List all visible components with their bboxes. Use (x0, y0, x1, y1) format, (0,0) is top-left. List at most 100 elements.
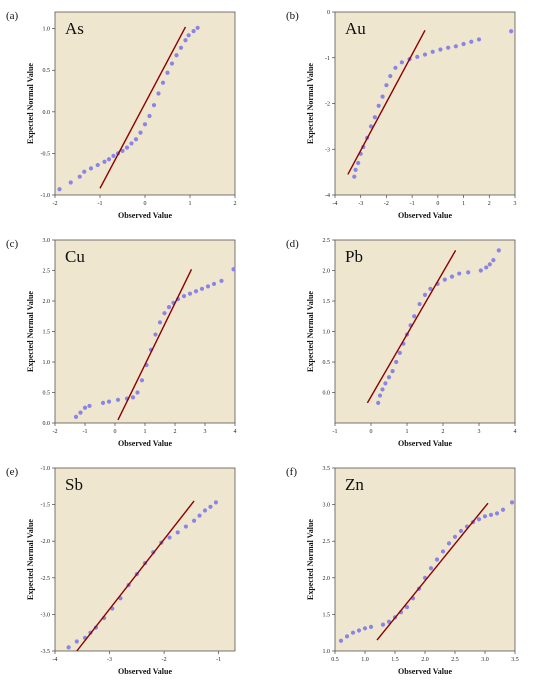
reference-line (366, 250, 457, 404)
y-axis-title: Expected Normal Value (26, 291, 35, 372)
data-point (488, 512, 494, 517)
data-point (449, 274, 455, 279)
y-tick-label: 2.0 (323, 576, 331, 582)
data-point (124, 145, 130, 150)
data-point (482, 514, 488, 519)
x-tick-label: 3 (514, 201, 517, 207)
y-tick-label: 0.0 (43, 110, 51, 116)
data-point (133, 137, 139, 142)
data-point (195, 25, 200, 30)
data-point (87, 403, 92, 409)
data-point (388, 73, 393, 79)
x-tick-label: -4 (333, 201, 338, 207)
x-tick-label: 2 (488, 201, 491, 207)
data-point (88, 166, 94, 171)
data-point (338, 638, 344, 643)
data-point (157, 320, 163, 325)
y-tick-label: 1.0 (43, 27, 51, 33)
data-point (438, 47, 443, 52)
y-tick-label: 1.5 (43, 330, 51, 336)
data-point (386, 619, 392, 624)
y-tick-label: 2.5 (323, 539, 331, 545)
data-point (430, 49, 435, 54)
panel-letter: (d) (286, 238, 299, 250)
y-tick-label: -3 (325, 147, 330, 153)
y-tick-label: 1.5 (323, 299, 331, 305)
data-point (208, 504, 213, 509)
x-axis-title: Observed Value (398, 211, 452, 220)
panel-letter: (a) (6, 10, 19, 22)
data-point (153, 332, 158, 337)
element-label: As (65, 19, 84, 38)
data-point (356, 628, 362, 633)
data-point (111, 153, 116, 159)
y-axis-title: Expected Normal Value (26, 63, 35, 144)
data-point (487, 262, 492, 267)
x-axis-title: Observed Value (398, 439, 452, 448)
y-tick-label: -1 (325, 56, 330, 62)
y-tick-label: 3.0 (43, 238, 51, 244)
chart-svg: -4 -3 -2 -1 -3.5 -3.0 -2.5 -2.0 -1.5 -1.0 Observed… (26, 466, 236, 676)
y-tick-label: -1.0 (41, 466, 51, 472)
data-point (211, 281, 217, 287)
y-tick-label: 1.0 (43, 360, 51, 366)
chart-panel: (c) -2 -1 0 1 2 3 4 0.0 0.5 1.0 1.5 2.0 2.5 3.0 Observe… (0, 228, 270, 453)
x-tick-label: 1 (189, 201, 192, 207)
data-point (219, 278, 224, 283)
data-point (138, 130, 143, 135)
chart-panel: (d) -1 0 1 2 3 4 0.0 0.5 1.0 1.5 2.0 2.5 Observed Val… (280, 228, 550, 453)
y-tick-label: -2.5 (41, 576, 51, 582)
data-point (142, 122, 148, 127)
data-point (476, 517, 482, 522)
x-tick-label: 1 (144, 429, 147, 435)
data-point (151, 103, 157, 108)
panel-letter: (f) (286, 466, 297, 478)
data-point (457, 271, 462, 276)
y-tick-label: -3.0 (41, 612, 51, 618)
data-point (178, 45, 184, 50)
data-point (368, 624, 374, 629)
x-tick-label: -1 (98, 201, 103, 207)
data-point (404, 604, 410, 610)
y-tick-label: 2.0 (323, 269, 331, 275)
x-tick-label: -3 (107, 657, 112, 663)
x-tick-label: -2 (53, 429, 58, 435)
data-point (422, 52, 428, 57)
data-point (74, 639, 79, 644)
data-point (494, 511, 500, 516)
data-point (106, 157, 112, 162)
data-point (139, 378, 145, 383)
element-label: Au (345, 19, 366, 38)
panel-letter: (e) (6, 466, 19, 478)
y-axis-title: Expected Normal Value (26, 519, 35, 600)
data-point (175, 530, 180, 535)
x-tick-label: -3 (358, 201, 363, 207)
x-tick-label: -2 (53, 201, 58, 207)
x-tick-label: 2.0 (421, 657, 429, 663)
y-tick-label: 1.0 (323, 649, 331, 655)
data-point (183, 524, 189, 529)
data-point (386, 375, 392, 380)
y-tick-label: 2.5 (323, 238, 331, 244)
data-point (160, 80, 166, 85)
data-point (491, 258, 496, 263)
x-axis-title: Observed Value (398, 667, 452, 676)
data-point (95, 162, 100, 168)
data-point (66, 645, 71, 650)
y-tick-label: -2 (325, 102, 330, 108)
plot-area (334, 239, 516, 424)
y-tick-label: 3.5 (323, 466, 331, 472)
x-tick-label: 0 (114, 429, 117, 435)
x-tick-label: 4 (234, 429, 237, 435)
data-point (102, 159, 107, 164)
data-point (446, 541, 452, 546)
data-point (100, 400, 106, 405)
data-point (68, 180, 73, 185)
x-tick-label: -1 (216, 657, 221, 663)
data-point (162, 311, 167, 316)
x-tick-label: -4 (53, 657, 58, 663)
data-point (78, 410, 83, 415)
x-tick-label: 1 (406, 429, 409, 435)
data-point (181, 294, 187, 299)
element-label: Zn (345, 475, 364, 494)
